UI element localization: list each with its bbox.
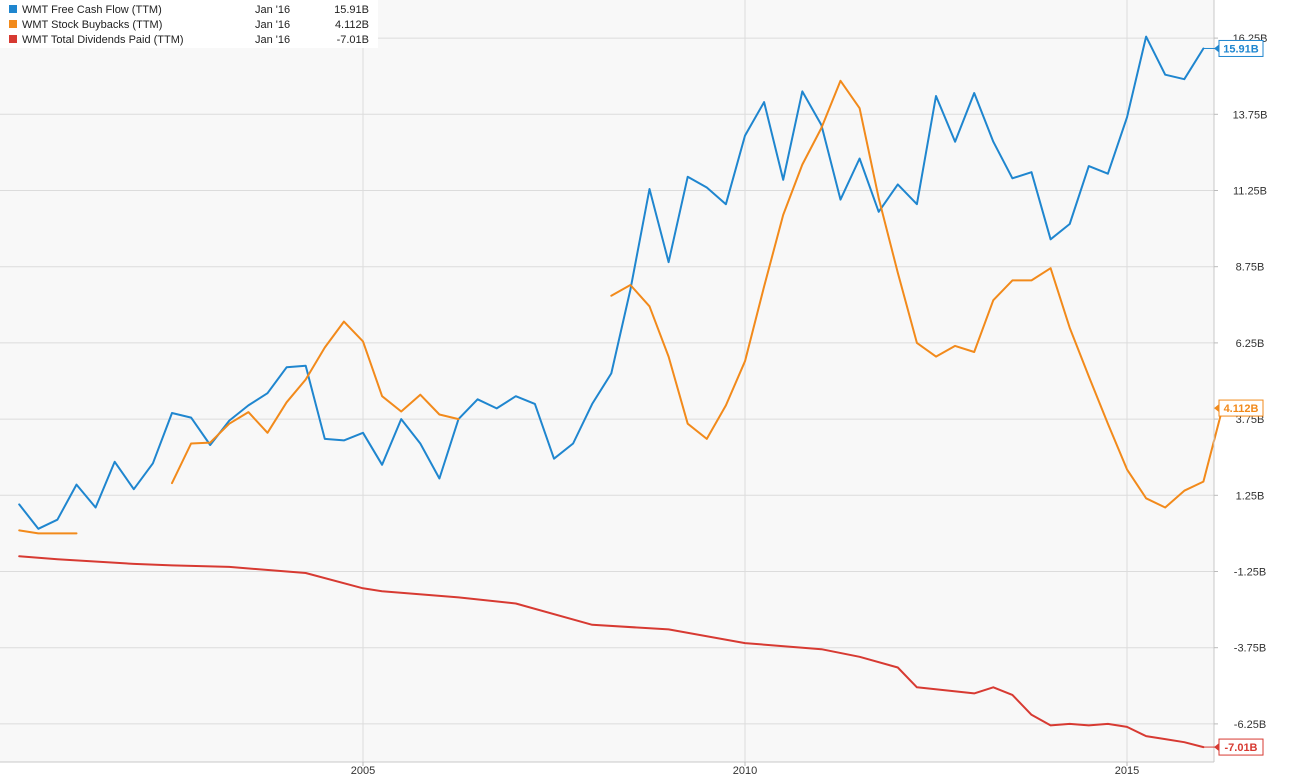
y-tick-label: 13.75B <box>1233 109 1268 121</box>
y-tick-label: -6.25B <box>1234 719 1266 731</box>
series-lines <box>18 35 1224 749</box>
last-value-badges: 15.91B 4.112B -7.01B <box>1203 39 1264 756</box>
series-2 <box>18 79 1224 535</box>
y-tick-label: 8.75B <box>1236 262 1265 274</box>
legend-series-name: WMT Total Dividends Paid (TTM) <box>22 34 184 46</box>
gridlines <box>0 0 1214 762</box>
series-3 <box>18 555 1205 749</box>
badge-pointer <box>1214 404 1219 413</box>
series-line-segment <box>18 555 1205 749</box>
legend-series-name: WMT Stock Buybacks (TTM) <box>22 19 162 31</box>
legend-date: Jan '16 <box>255 4 290 16</box>
y-tick-label: 1.25B <box>1236 490 1265 502</box>
badge-value: -7.01B <box>1224 742 1257 754</box>
y-tick-label: -3.75B <box>1234 643 1266 655</box>
y-tick-label: 6.25B <box>1236 338 1265 350</box>
badge-value: 4.112B <box>1224 403 1259 415</box>
y-tick-label: -1.25B <box>1234 567 1266 579</box>
badge-box <box>1218 738 1264 756</box>
badge-pointer <box>1214 743 1219 752</box>
value-badge: -7.01B <box>1203 738 1264 756</box>
series-line-segment <box>171 320 460 485</box>
legend-value: 4.112B <box>335 19 369 31</box>
x-tick-label: 2010 <box>733 765 757 776</box>
badge-box <box>1218 399 1264 417</box>
y-tick-label: 11.25B <box>1233 186 1267 198</box>
x-tick-label: 2005 <box>351 765 375 776</box>
legend-value: -7.01B <box>337 34 369 46</box>
series-line-segment <box>18 529 78 535</box>
x-axis-ticks: 2005 2010 2015 <box>351 762 1139 776</box>
badge-box <box>1218 39 1264 57</box>
badge-pointer <box>1214 44 1219 53</box>
legend-series-name: WMT Free Cash Flow (TTM) <box>22 4 162 16</box>
legend-date: Jan '16 <box>255 34 290 46</box>
legend-swatch <box>9 35 17 43</box>
value-badge: 15.91B <box>1203 39 1264 57</box>
legend-box <box>0 0 378 48</box>
y-axis-ticks: 16.25B13.75B11.25B8.75B6.25B3.75B1.25B-1… <box>1214 33 1267 731</box>
legend-date: Jan '16 <box>255 19 290 31</box>
legend-swatch <box>9 20 17 28</box>
series-line-segment <box>610 79 1224 509</box>
x-tick-label: 2015 <box>1115 765 1139 776</box>
legend-value: 15.91B <box>334 4 369 16</box>
y-tick-label: 3.75B <box>1236 414 1265 426</box>
legend: WMT Free Cash Flow (TTM) Jan '16 15.91B WMT… <box>0 0 378 48</box>
legend-swatch <box>9 5 17 13</box>
badge-value: 15.91B <box>1223 43 1259 55</box>
value-badge: 4.112B <box>1214 399 1264 417</box>
